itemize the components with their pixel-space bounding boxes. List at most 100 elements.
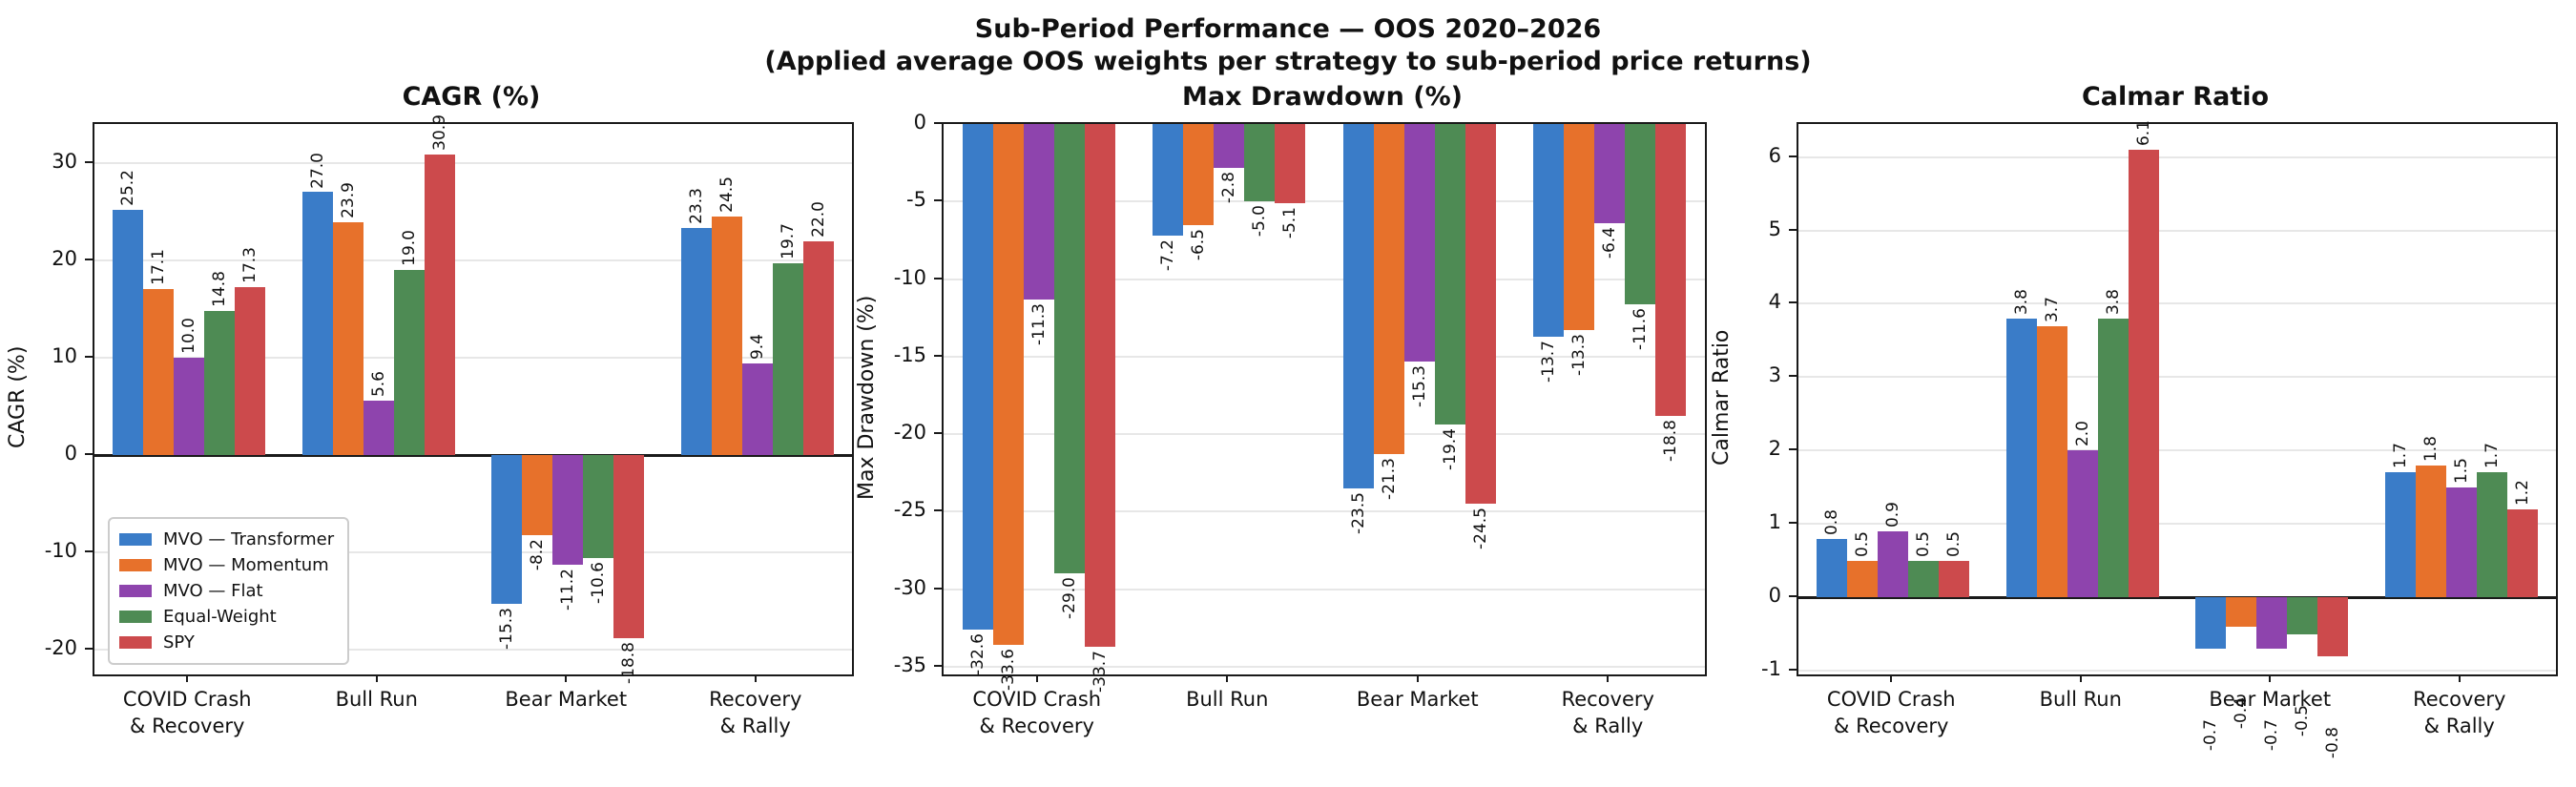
panel-title-2: Max Drawdown (%)	[1182, 82, 1463, 112]
bar-value-label: -7.2	[1158, 239, 1178, 272]
bar-value-label: -33.7	[1090, 650, 1110, 693]
x-category-label: Recovery & Rally	[2413, 688, 2506, 737]
y-tick-label: -1	[1761, 657, 1781, 681]
bar-value-label: 17.1	[149, 248, 169, 285]
x-tick-mark	[186, 674, 189, 682]
bar	[1214, 124, 1245, 168]
x-tick-mark	[754, 674, 757, 682]
bar-value-label: -21.3	[1379, 458, 1399, 501]
bar	[522, 455, 553, 535]
legend-swatch	[119, 636, 152, 649]
zero-axis-line	[1798, 596, 2556, 600]
gridline	[1798, 376, 2556, 379]
legend-item: MVO — Momentum	[119, 552, 334, 578]
bar-value-label: 3.7	[2042, 296, 2062, 322]
bar	[1403, 124, 1435, 362]
bar-value-label: -0.4	[2232, 696, 2252, 730]
bar	[1373, 124, 1404, 455]
x-category-label: Bear Market	[505, 688, 628, 711]
y-tick-mark	[934, 199, 942, 202]
bar-value-label: -15.3	[497, 608, 517, 651]
x-tick-mark	[1416, 674, 1419, 682]
y-tick-label: -5	[906, 188, 926, 212]
x-tick-mark	[2269, 674, 2272, 682]
bar-value-label: 22.0	[808, 200, 828, 238]
bar-value-label: -18.8	[1661, 419, 1681, 462]
bar-value-label: -6.5	[1189, 228, 1209, 260]
plot-area-3: 0.8 3.8 -0.7 1.7 0.5 3.7 -0.4 1.8 0.9 2.0 -0.7 1.5 0…	[1797, 120, 2558, 758]
bar	[393, 270, 425, 456]
y-tick-label: 30	[52, 149, 77, 173]
bar-value-label: -0.5	[2293, 704, 2313, 736]
bar	[2036, 325, 2067, 598]
bar-value-label: -8.2	[528, 538, 548, 571]
legend-item: Equal-Weight	[119, 604, 334, 630]
bar	[2415, 465, 2446, 598]
bar-value-label: -15.3	[1409, 364, 1429, 407]
bar-value-label: 3.8	[2011, 288, 2031, 315]
x-tick-mark	[2079, 674, 2082, 682]
y-tick-mark	[85, 160, 93, 163]
bar-value-label: 5.6	[368, 371, 388, 398]
bar	[680, 228, 712, 456]
gridline	[1798, 670, 2556, 673]
legend-label: SPY	[163, 632, 195, 652]
bar-value-label: -0.7	[2262, 719, 2282, 752]
y-tick-mark	[934, 664, 942, 667]
gridline	[1798, 155, 2556, 158]
gridline	[94, 551, 852, 554]
bar	[491, 455, 523, 605]
bar	[143, 288, 175, 456]
plot-area-1: 25.2 27.0 -15.3 23.3 17.1 23.9 -8.2 24.5 10.0 5.6…	[93, 114, 854, 684]
x-category-label: Recovery & Rally	[1561, 688, 1654, 737]
bar-value-label: -29.0	[1059, 577, 1079, 620]
gridline	[944, 278, 1705, 280]
bar-value-label: 1.8	[2420, 435, 2441, 462]
bar	[1625, 124, 1656, 304]
legend-swatch	[119, 533, 152, 546]
bar	[1084, 124, 1115, 647]
y-tick-mark	[85, 453, 93, 456]
legend-item: MVO — Transformer	[119, 527, 334, 552]
bar-value-label: 23.3	[686, 188, 706, 225]
bar	[2195, 597, 2227, 650]
y-tick-label: -35	[893, 652, 926, 676]
bar	[2287, 597, 2318, 634]
bar-value-label: 19.7	[778, 223, 798, 260]
gridline	[944, 588, 1705, 590]
bar-value-label: -11.6	[1631, 307, 1651, 350]
bar	[363, 401, 394, 456]
bar	[1183, 124, 1215, 225]
gridline	[944, 510, 1705, 513]
y-tick-label: 3	[1768, 363, 1781, 387]
y-tick-label: 0	[913, 111, 926, 134]
bar	[1594, 124, 1626, 224]
legend-swatch	[119, 559, 152, 571]
y-tick-mark	[1789, 595, 1797, 598]
gridline	[1798, 523, 2556, 526]
x-tick-mark	[2458, 674, 2461, 682]
bar	[1342, 124, 1374, 488]
bar	[1878, 530, 1909, 598]
legend-swatch	[119, 585, 152, 597]
y-tick-mark	[934, 277, 942, 280]
bar	[2317, 597, 2349, 656]
legend-label: MVO — Momentum	[163, 555, 329, 575]
bar	[2476, 472, 2507, 598]
bar-value-label: 0.8	[1822, 508, 1842, 535]
gridline	[944, 433, 1705, 436]
y-tick-mark	[1789, 448, 1797, 451]
bar	[613, 455, 645, 639]
gridline	[94, 161, 852, 164]
bar-value-label: 30.9	[429, 114, 449, 151]
bar	[424, 154, 455, 456]
bar-value-label: 25.2	[118, 170, 138, 206]
bar	[711, 217, 742, 456]
bar	[1023, 124, 1054, 300]
x-category-label: Bull Run	[1186, 688, 1269, 711]
bar	[1434, 124, 1465, 425]
bar-value-label: -19.4	[1440, 428, 1460, 471]
x-tick-mark	[1607, 674, 1610, 682]
y-tick-label: 4	[1768, 290, 1781, 314]
